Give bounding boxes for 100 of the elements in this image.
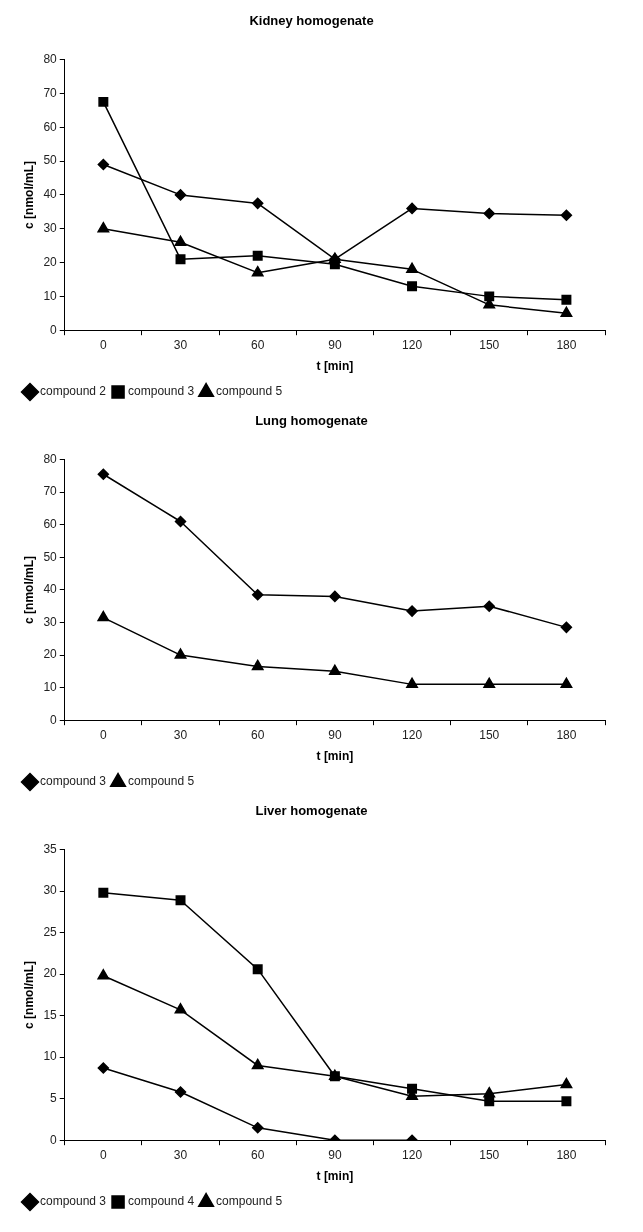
chart-title: Lung homogenate bbox=[255, 413, 368, 429]
y-tick-label: 40 bbox=[43, 582, 58, 597]
point bbox=[483, 600, 495, 612]
point bbox=[560, 621, 573, 634]
x-tick-label: 150 bbox=[479, 1147, 500, 1162]
x-tick-label: 150 bbox=[479, 727, 500, 742]
point bbox=[251, 1122, 264, 1134]
y-tick-label: 20 bbox=[43, 966, 58, 981]
legend-label: compound 3 bbox=[128, 384, 195, 399]
point bbox=[560, 209, 573, 221]
point bbox=[97, 221, 110, 233]
y-axis-title: c [nmol/mL] bbox=[21, 555, 36, 624]
y-tick-label: 80 bbox=[43, 51, 58, 66]
point bbox=[484, 291, 495, 302]
y-axis-title: c [nmol/mL] bbox=[21, 960, 36, 1029]
legend-label: compound 3 bbox=[40, 774, 107, 789]
y-tick-label: 0 bbox=[50, 1132, 58, 1147]
x-axis-title: t [min] bbox=[316, 1169, 354, 1184]
y-tick-label: 70 bbox=[43, 484, 58, 499]
x-tick-label: 90 bbox=[328, 727, 342, 742]
x-tick-label: 0 bbox=[99, 1147, 107, 1162]
point bbox=[329, 590, 341, 603]
x-tick-label: 60 bbox=[251, 1147, 265, 1162]
point bbox=[252, 964, 263, 975]
x-axis-title: t [min] bbox=[316, 749, 354, 764]
y-tick-label: 50 bbox=[43, 153, 58, 168]
y-tick-label: 40 bbox=[43, 187, 58, 202]
point bbox=[252, 250, 263, 261]
point bbox=[560, 677, 573, 689]
x-tick-label: 30 bbox=[173, 727, 188, 742]
point bbox=[174, 648, 187, 659]
y-tick-label: 20 bbox=[43, 647, 58, 662]
x-tick-label: 120 bbox=[402, 727, 423, 742]
legend-label: compound 2 bbox=[40, 384, 107, 399]
point bbox=[175, 895, 186, 906]
point bbox=[97, 1062, 110, 1074]
y-tick-label: 70 bbox=[43, 85, 58, 100]
x-tick-label: 120 bbox=[402, 1147, 423, 1162]
legend-label: compound 5 bbox=[216, 1194, 283, 1209]
point bbox=[174, 235, 187, 247]
y-tick-label: 60 bbox=[43, 517, 58, 532]
x-tick-label: 30 bbox=[173, 1147, 188, 1162]
x-tick-label: 0 bbox=[99, 337, 107, 352]
point bbox=[406, 677, 418, 689]
legend-label: compound 4 bbox=[128, 1194, 195, 1209]
y-tick-label: 15 bbox=[43, 1007, 58, 1022]
point bbox=[251, 1058, 264, 1070]
y-tick-label: 50 bbox=[43, 549, 58, 564]
point bbox=[406, 262, 418, 274]
x-tick-label: 0 bbox=[99, 727, 107, 742]
point bbox=[328, 664, 341, 676]
y-tick-label: 80 bbox=[43, 451, 58, 466]
x-tick-label: 180 bbox=[556, 337, 577, 352]
x-tick-label: 60 bbox=[251, 727, 265, 742]
point bbox=[251, 265, 264, 277]
point bbox=[97, 158, 110, 171]
x-tick-label: 180 bbox=[556, 727, 577, 742]
legend-label: compound 5 bbox=[216, 384, 283, 399]
legend-label: compound 3 bbox=[40, 1194, 107, 1209]
x-tick-label: 180 bbox=[556, 1147, 577, 1162]
point bbox=[174, 1086, 187, 1098]
point bbox=[406, 202, 418, 215]
point bbox=[407, 1083, 418, 1094]
point bbox=[174, 189, 187, 201]
y-tick-label: 5 bbox=[50, 1091, 58, 1105]
point bbox=[98, 96, 109, 107]
x-tick-label: 120 bbox=[402, 337, 423, 352]
point bbox=[251, 659, 264, 671]
y-tick-label: 30 bbox=[43, 221, 58, 236]
point bbox=[560, 306, 573, 318]
y-tick-label: 60 bbox=[43, 119, 58, 134]
point bbox=[98, 887, 109, 898]
chart-title: Kidney homogenate bbox=[249, 13, 374, 29]
point bbox=[483, 207, 495, 220]
legend-label: compound 5 bbox=[128, 774, 195, 789]
point bbox=[561, 294, 572, 305]
y-tick-label: 25 bbox=[43, 924, 58, 939]
y-axis-title: c [nmol/mL] bbox=[21, 160, 36, 229]
point bbox=[561, 1096, 572, 1107]
x-tick-label: 30 bbox=[173, 337, 188, 352]
y-tick-label: 10 bbox=[43, 288, 58, 303]
x-tick-label: 90 bbox=[328, 337, 342, 352]
y-tick-label: 0 bbox=[50, 712, 58, 727]
y-tick-label: 10 bbox=[43, 1049, 58, 1064]
point bbox=[174, 1003, 187, 1014]
point bbox=[251, 197, 264, 210]
point bbox=[97, 610, 110, 622]
point bbox=[484, 1096, 495, 1107]
point bbox=[406, 605, 418, 617]
y-tick-label: 10 bbox=[43, 679, 58, 694]
point bbox=[407, 281, 418, 292]
point bbox=[174, 515, 187, 528]
point bbox=[175, 254, 186, 265]
y-tick-label: 35 bbox=[43, 841, 58, 856]
point bbox=[97, 468, 110, 481]
y-tick-label: 30 bbox=[43, 614, 58, 629]
x-tick-label: 60 bbox=[251, 337, 265, 352]
chart-title: Liver homogenate bbox=[255, 803, 368, 819]
y-tick-label: 0 bbox=[50, 322, 58, 337]
x-tick-label: 90 bbox=[328, 1147, 342, 1162]
